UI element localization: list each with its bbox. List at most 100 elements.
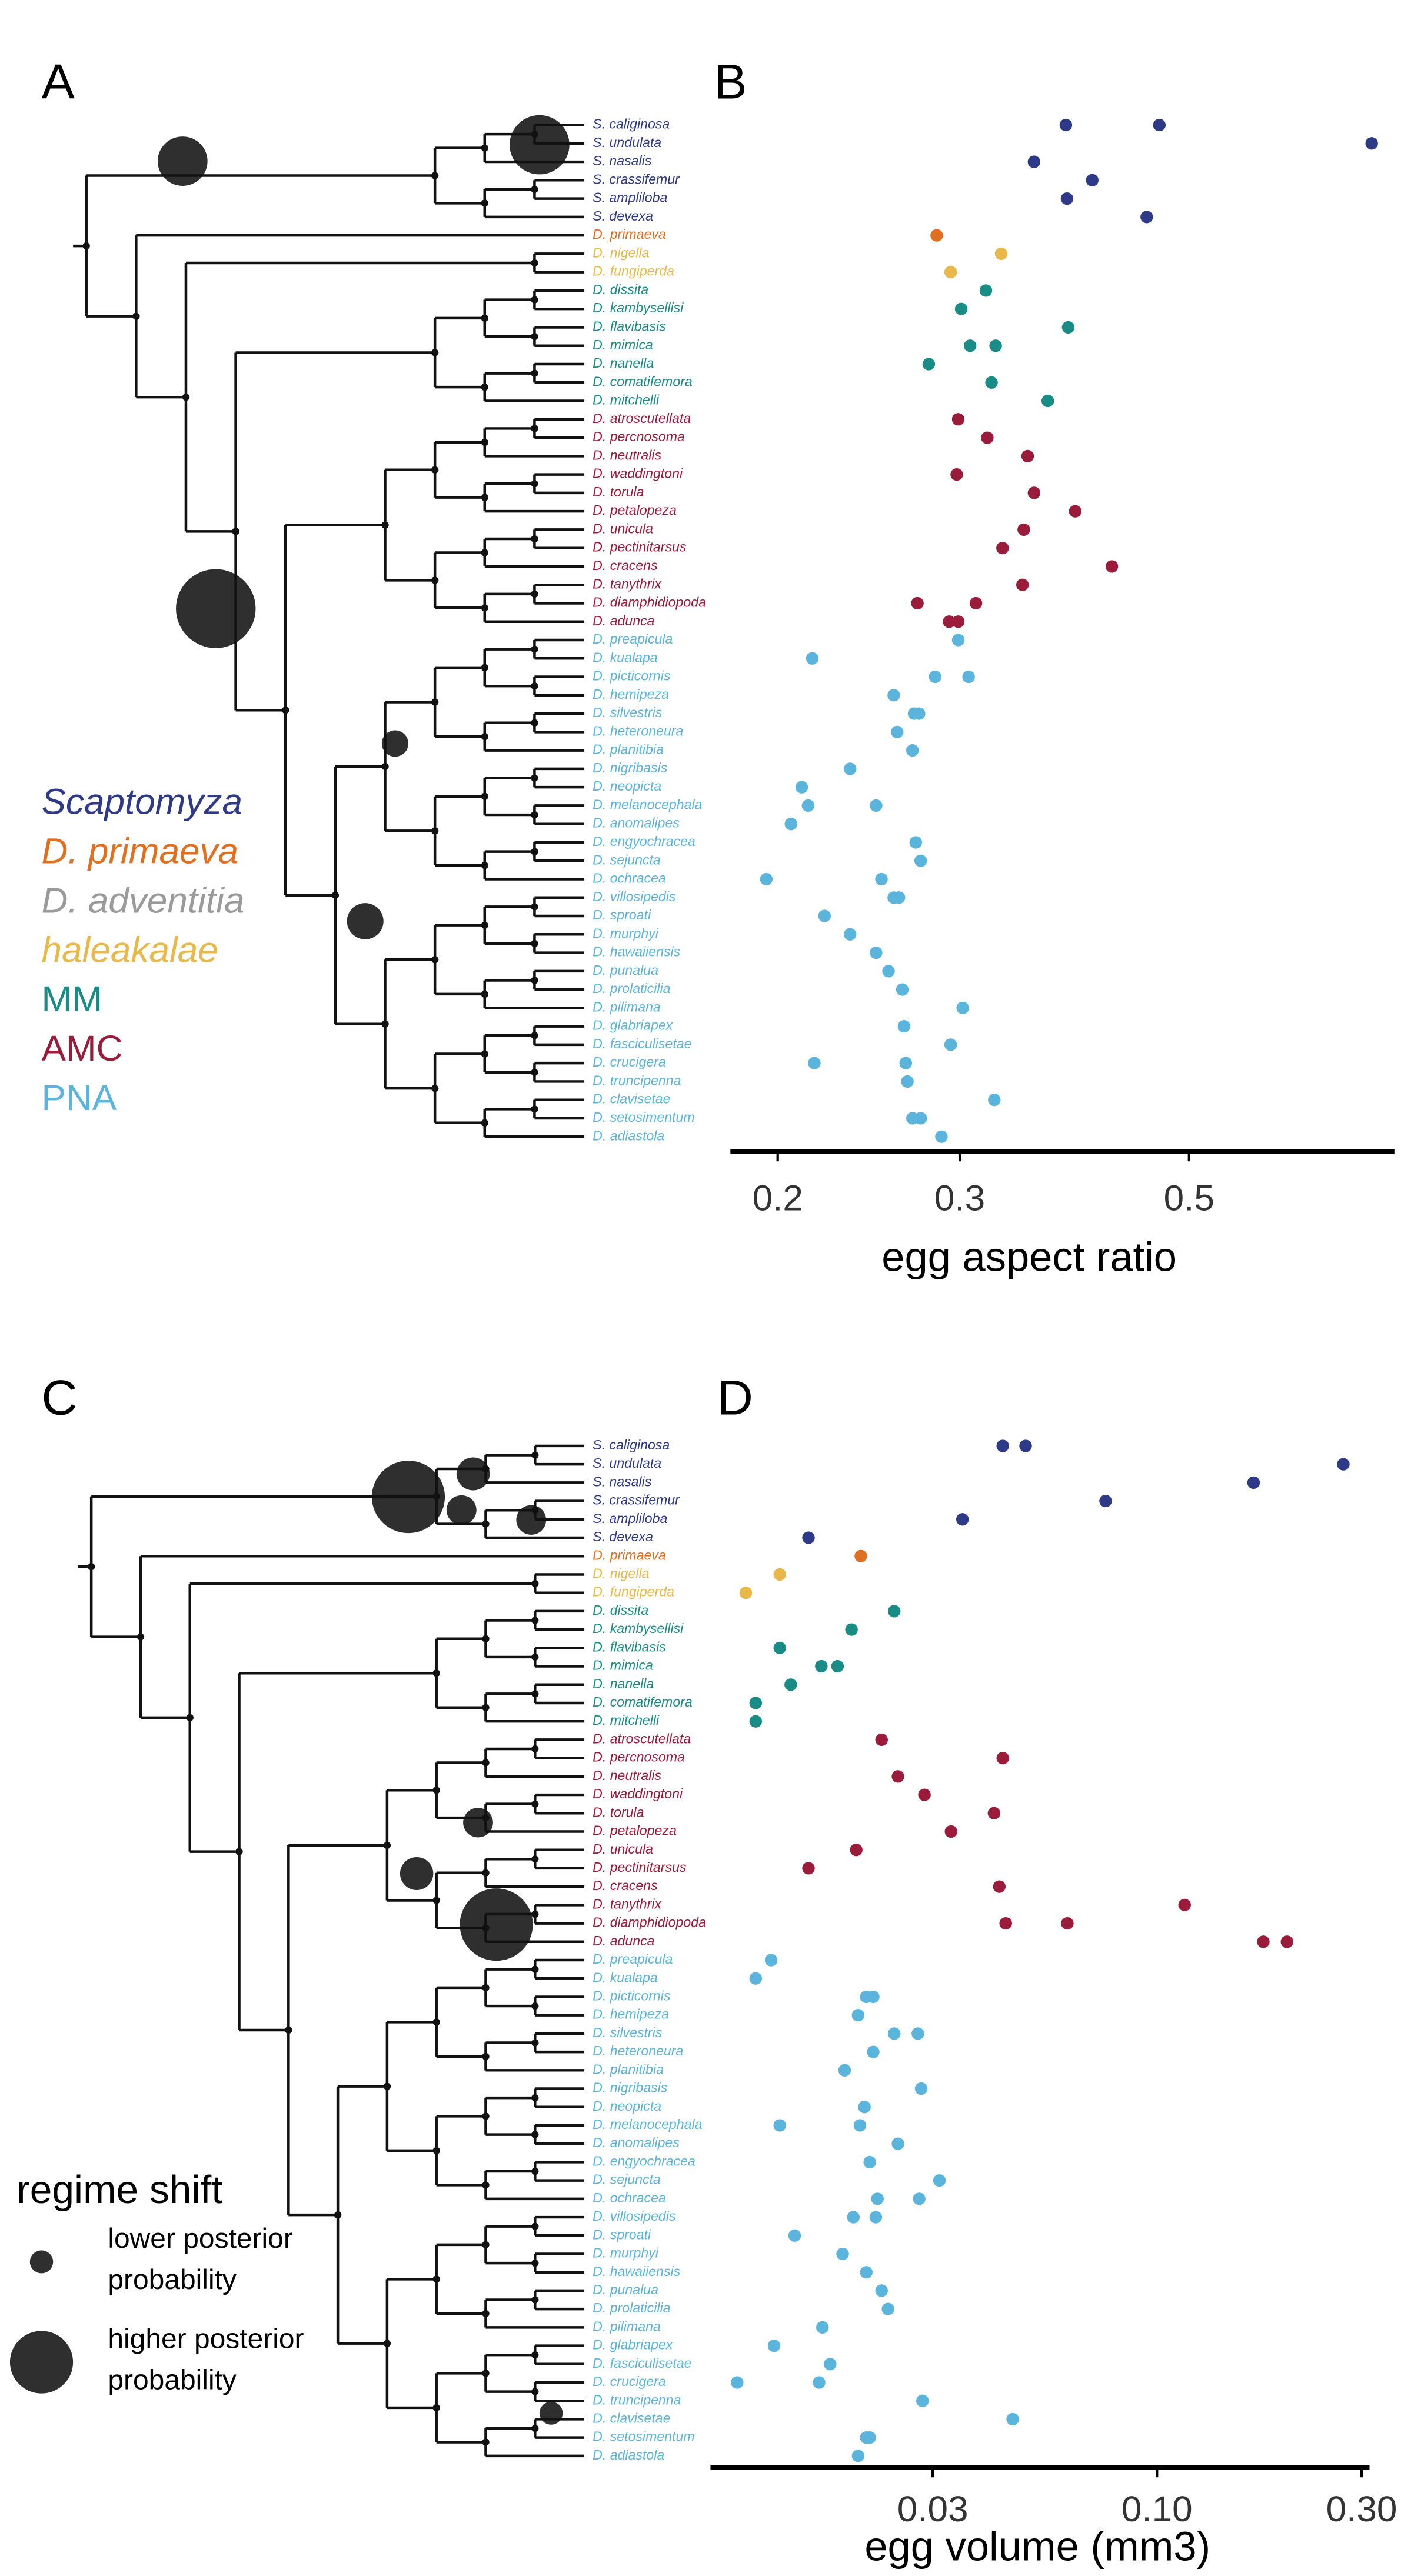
regime-legend-item: lower posterior: [108, 2223, 293, 2254]
tree-node: [87, 1563, 95, 1571]
data-point: [969, 596, 983, 610]
tree-node: [531, 1032, 538, 1039]
species-label: D. mimica: [593, 337, 653, 352]
species-label: D. percnosoma: [593, 1749, 685, 1765]
species-label: D. neutralis: [593, 1768, 661, 1783]
data-point: [891, 2137, 904, 2150]
data-point: [815, 1659, 828, 1673]
species-label: D. melanocephala: [593, 2117, 703, 2132]
data-point: [909, 836, 923, 849]
species-label: S. devexa: [593, 208, 653, 224]
data-point: [1061, 1917, 1074, 1930]
x-tick-label: 0.10: [1122, 2489, 1193, 2530]
tree-node: [432, 1492, 440, 1500]
legend-entry: D. adventitia: [42, 881, 245, 921]
tree-node: [482, 2310, 490, 2318]
regime-legend-item: probability: [108, 2264, 237, 2295]
data-point: [851, 2009, 865, 2022]
species-label: D. planitibia: [593, 2061, 664, 2077]
species-label: D. hawaiiensis: [593, 944, 681, 959]
data-point: [831, 1659, 844, 1673]
data-point: [802, 1531, 815, 1544]
species-label: D. tanythrix: [593, 1897, 662, 1912]
phylogeny: [78, 1444, 585, 2458]
tree-node: [531, 1800, 539, 1808]
species-label: D. villosipedis: [593, 889, 676, 904]
tree-node: [431, 1085, 439, 1092]
data-point: [1061, 321, 1075, 334]
data-point: [963, 339, 977, 352]
data-point: [899, 1057, 913, 1069]
species-label: S. nasalis: [593, 153, 652, 168]
tree-node: [531, 1068, 538, 1076]
species-label: S. caliginosa: [593, 1437, 670, 1452]
tree-node: [482, 2438, 490, 2446]
data-point: [816, 2321, 829, 2334]
x-tick-label: 0.2: [753, 1178, 803, 1219]
data-point: [1019, 1439, 1032, 1452]
data-point: [867, 2045, 880, 2058]
x-axis-title: egg volume (mm3): [864, 2523, 1210, 2570]
regime-legend-item: probability: [108, 2365, 237, 2396]
legend-entry: haleakalae: [42, 930, 218, 971]
data-point: [996, 1439, 1009, 1452]
data-point: [860, 2266, 873, 2279]
data-point: [994, 247, 1008, 261]
data-point: [944, 1038, 957, 1051]
species-label: D. nigribasis: [593, 760, 668, 775]
species-label: D. diamphidiopoda: [593, 595, 706, 610]
data-point: [844, 928, 857, 941]
tree-node: [531, 131, 538, 138]
species-label: D. comatifemora: [593, 374, 693, 389]
data-point: [999, 1917, 1012, 1930]
data-point: [845, 1623, 858, 1636]
data-point: [851, 2450, 865, 2462]
species-label: D. unicula: [593, 521, 653, 536]
species-label: D. dissita: [593, 282, 648, 297]
species-label: D. truncipenna: [593, 1073, 681, 1088]
species-label: D. fungiperda: [593, 1584, 674, 1599]
tree-node: [531, 2094, 539, 2102]
tree-node: [481, 861, 488, 869]
tree-node: [482, 1635, 490, 1642]
tree-node: [481, 733, 488, 741]
tree-node: [481, 383, 488, 391]
species-label: D. engyochracea: [593, 834, 695, 849]
regime-shift-circle: [347, 903, 384, 939]
data-point: [987, 1807, 1001, 1819]
tree-node: [432, 2404, 440, 2412]
tree-node: [531, 719, 538, 727]
legend-entry: D. primaeva: [42, 831, 239, 872]
tree-node: [531, 425, 538, 432]
species-label: D. sproati: [593, 907, 651, 922]
data-point: [739, 1587, 753, 1599]
species-label: D. setosimentum: [593, 1109, 694, 1125]
tree-node: [531, 1617, 539, 1624]
regime-shift-circle: [158, 136, 208, 186]
data-point: [989, 339, 1002, 352]
data-point: [788, 2229, 801, 2242]
data-point: [935, 1130, 948, 1143]
species-label: D. dissita: [593, 1602, 648, 1618]
species-label: D. primaeva: [593, 1547, 666, 1562]
tree-node: [531, 2351, 539, 2359]
species-label: D. planitibia: [593, 742, 664, 757]
data-point: [1365, 137, 1378, 150]
data-point: [882, 965, 895, 978]
data-point: [887, 689, 900, 702]
species-label: D. hemipeza: [593, 2007, 669, 2022]
data-point: [1257, 1935, 1270, 1948]
species-label: D. kualapa: [593, 649, 658, 665]
tree-node: [482, 1984, 490, 1991]
tree-node: [531, 645, 538, 653]
data-point: [1247, 1476, 1260, 1489]
species-label: D. petalopeza: [593, 1823, 677, 1838]
tree-node: [482, 1759, 490, 1767]
species-label: D. flavibasis: [593, 1639, 666, 1654]
tree-node: [132, 312, 140, 320]
data-point: [749, 1972, 763, 1985]
species-label: D. primaeva: [593, 226, 666, 242]
tree-node: [381, 762, 389, 771]
species-label: S. crassifemur: [593, 171, 680, 186]
